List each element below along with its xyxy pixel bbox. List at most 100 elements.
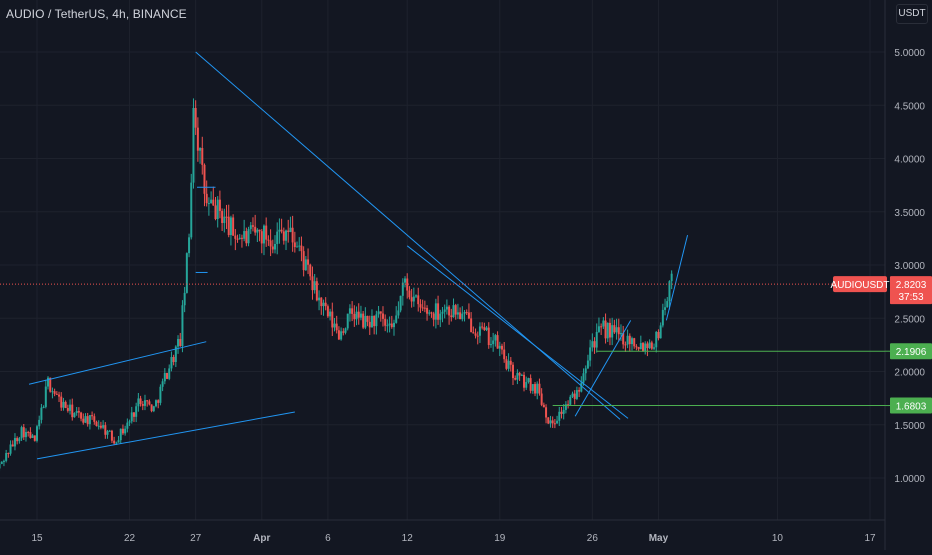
candle bbox=[247, 226, 250, 247]
candle-body bbox=[75, 411, 78, 413]
candle bbox=[564, 401, 567, 414]
candle-body bbox=[55, 393, 58, 395]
candle bbox=[487, 322, 490, 349]
currency-button[interactable]: USDT bbox=[896, 4, 928, 24]
candle bbox=[58, 391, 61, 403]
candle bbox=[183, 286, 186, 313]
candle bbox=[602, 317, 605, 329]
candle-body bbox=[42, 406, 45, 408]
candle bbox=[633, 337, 636, 349]
candle-body bbox=[631, 338, 633, 345]
candle bbox=[494, 333, 497, 347]
candle-body bbox=[326, 306, 329, 317]
candle-body bbox=[128, 421, 131, 423]
candle-body bbox=[635, 346, 638, 348]
candle bbox=[285, 229, 288, 251]
candle bbox=[545, 404, 548, 424]
candle-body bbox=[593, 341, 596, 348]
candle bbox=[397, 301, 400, 319]
candle bbox=[296, 241, 299, 248]
candle bbox=[159, 384, 162, 406]
candle-body bbox=[324, 302, 327, 307]
candle bbox=[624, 341, 627, 353]
candle bbox=[251, 217, 254, 232]
support-price-tag bbox=[890, 397, 932, 414]
candle bbox=[635, 344, 638, 351]
candle bbox=[664, 298, 667, 316]
symbol-tag bbox=[833, 276, 887, 293]
candle-body bbox=[573, 393, 576, 399]
candle bbox=[558, 406, 561, 427]
candle-body bbox=[523, 374, 526, 388]
candle-body bbox=[282, 231, 285, 241]
candle bbox=[223, 208, 226, 233]
candle-body bbox=[346, 313, 349, 329]
candle bbox=[648, 339, 651, 350]
candle bbox=[22, 423, 25, 441]
candle bbox=[536, 381, 539, 400]
candle-body bbox=[95, 421, 98, 427]
candle bbox=[483, 322, 486, 331]
candle-body bbox=[586, 360, 589, 369]
candle-body bbox=[518, 372, 521, 376]
candle-body bbox=[80, 412, 83, 419]
candle bbox=[419, 299, 422, 313]
y-tick-label: 4.0000 bbox=[894, 155, 925, 166]
candle-body bbox=[155, 400, 157, 407]
candle bbox=[644, 341, 647, 355]
candle-body bbox=[505, 359, 508, 369]
candle bbox=[155, 399, 157, 408]
candle-body bbox=[82, 418, 85, 423]
candle-body bbox=[254, 226, 257, 233]
candle-body bbox=[179, 338, 182, 346]
support-price-tag bbox=[890, 343, 932, 360]
candle-body bbox=[534, 384, 537, 394]
candle bbox=[628, 333, 631, 352]
candle-body bbox=[146, 400, 149, 402]
candle-body bbox=[174, 346, 177, 363]
x-tick-label: 15 bbox=[31, 533, 43, 544]
candle bbox=[454, 303, 457, 320]
candle bbox=[613, 319, 616, 334]
candle bbox=[485, 325, 488, 332]
candle-body bbox=[135, 406, 138, 417]
candle bbox=[157, 399, 160, 409]
candle bbox=[95, 420, 98, 427]
candle bbox=[205, 180, 208, 207]
candle-body bbox=[668, 281, 671, 302]
candle-body bbox=[62, 401, 65, 408]
candle-body bbox=[472, 332, 475, 334]
candle-body bbox=[562, 409, 565, 414]
candle-body bbox=[315, 281, 318, 301]
candle bbox=[293, 231, 296, 253]
candle bbox=[192, 98, 195, 189]
candle-body bbox=[124, 428, 127, 434]
candle-body bbox=[225, 216, 228, 218]
candle-body bbox=[366, 315, 369, 322]
candle-body bbox=[69, 404, 72, 411]
candle-body bbox=[615, 327, 618, 333]
candles bbox=[0, 98, 673, 472]
candle-body bbox=[540, 393, 543, 405]
candle-body bbox=[22, 427, 25, 438]
candle bbox=[529, 374, 532, 394]
candle bbox=[417, 287, 420, 312]
candle bbox=[569, 394, 572, 406]
candle bbox=[381, 306, 384, 327]
candle-body bbox=[106, 431, 109, 435]
candle bbox=[582, 368, 585, 386]
candle-body bbox=[595, 331, 598, 348]
candle-body bbox=[406, 278, 409, 291]
candle bbox=[181, 300, 184, 353]
candle bbox=[388, 316, 391, 333]
candle-body bbox=[11, 444, 14, 447]
candle-body bbox=[439, 313, 442, 320]
candle-body bbox=[27, 432, 30, 434]
candle-body bbox=[110, 430, 113, 441]
candle bbox=[355, 306, 358, 326]
candle-body bbox=[2, 460, 5, 462]
candle bbox=[538, 378, 541, 396]
